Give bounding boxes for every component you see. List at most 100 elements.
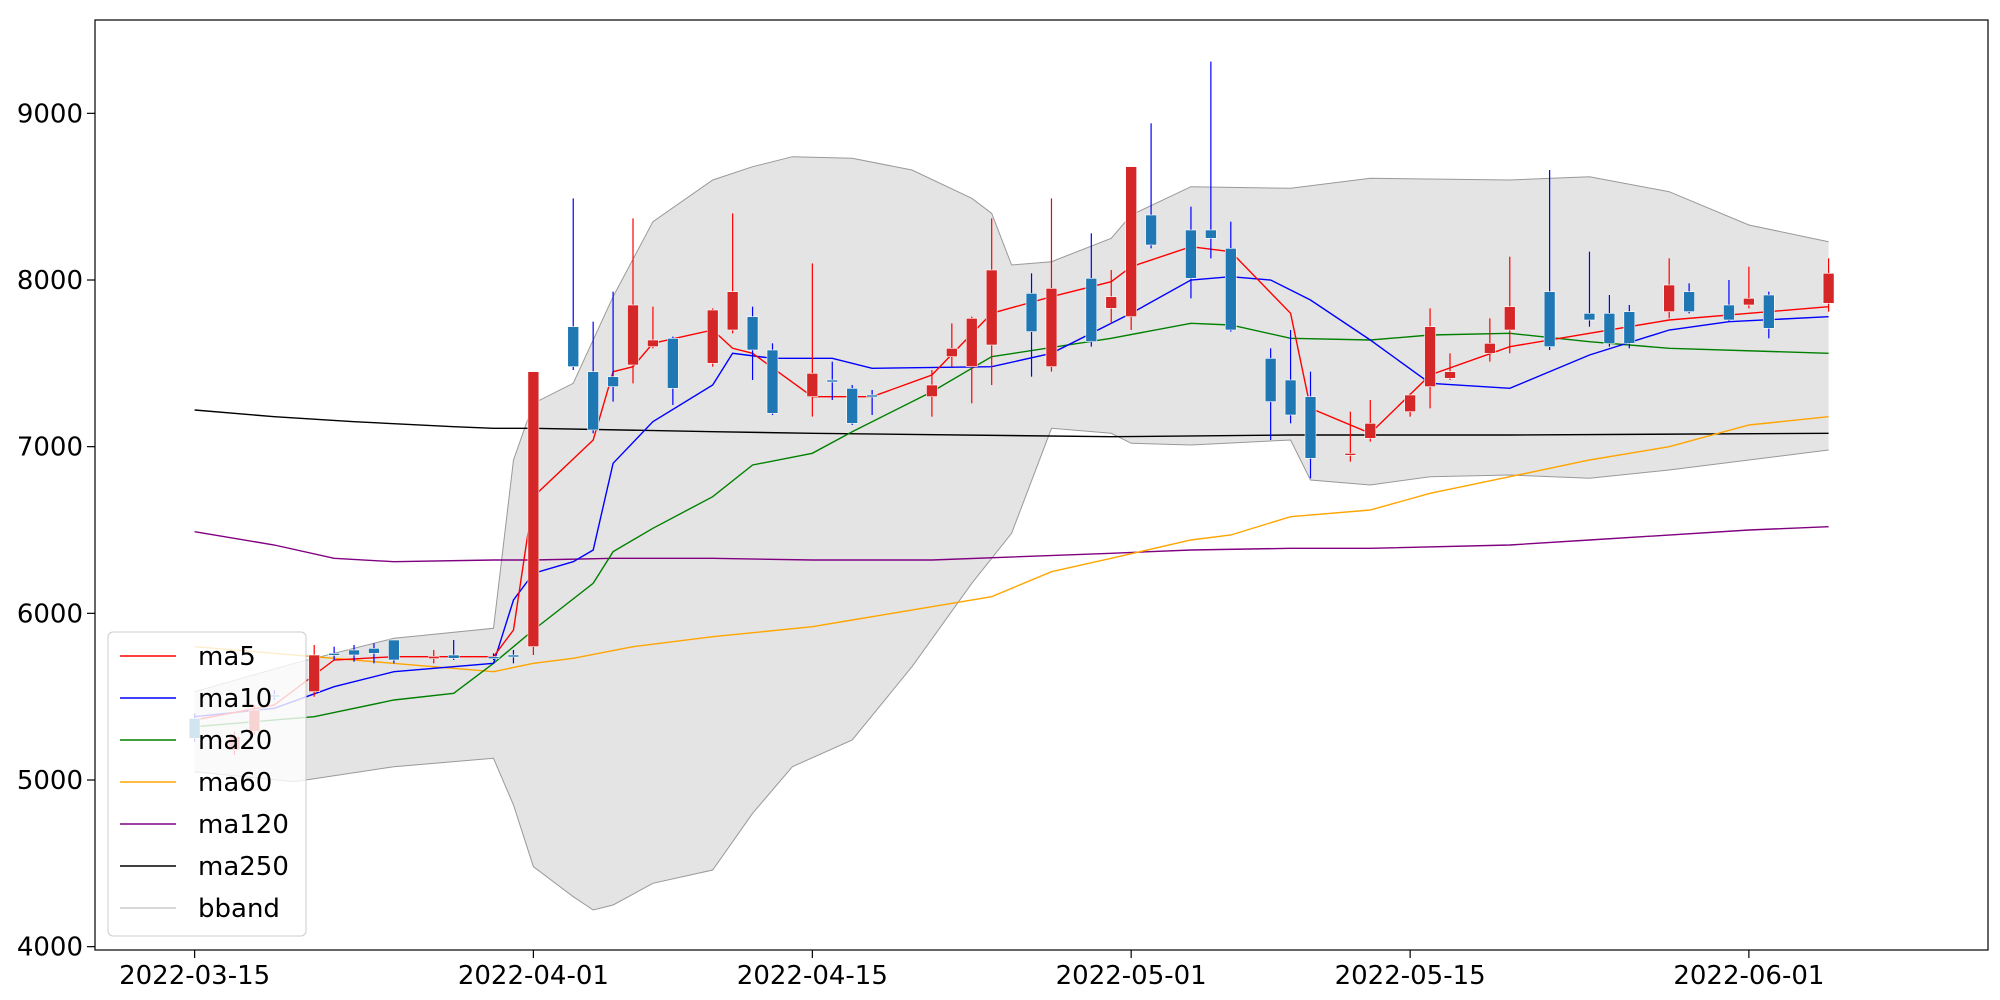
candle (1503, 256, 1516, 354)
candle-body (1603, 313, 1616, 344)
x-tick-label: 2022-03-15 (119, 961, 270, 991)
candle (965, 316, 978, 404)
candle-body (1743, 298, 1755, 306)
candle-body (1723, 304, 1735, 321)
y-tick-label: 8000 (17, 266, 83, 296)
candle-body (388, 639, 400, 661)
candle-body (447, 654, 460, 659)
candle-body (368, 648, 380, 654)
candle (308, 645, 320, 697)
candle (447, 640, 460, 660)
candle (1205, 61, 1217, 259)
ma10-line (194, 275, 1829, 718)
candle (388, 639, 400, 664)
y-tick-label: 6000 (17, 599, 83, 629)
candle-body (607, 376, 619, 387)
ma5-line (194, 245, 1829, 721)
legend-label: ma10 (198, 684, 272, 714)
candle (1264, 348, 1277, 440)
bband-lower-line (194, 427, 1829, 911)
candle-body (1264, 358, 1277, 402)
candle (706, 308, 719, 367)
legend-label: ma250 (198, 852, 289, 882)
candle (826, 361, 839, 400)
candle (926, 370, 938, 417)
candle (1424, 308, 1436, 409)
candle-body (1085, 278, 1098, 342)
candles (188, 61, 1835, 755)
candle-body (1503, 306, 1516, 331)
y-tick-label: 5000 (17, 766, 83, 796)
candle (567, 198, 580, 370)
candle (647, 306, 659, 349)
candle-body (1105, 296, 1118, 309)
candle-body (806, 373, 819, 397)
x-tick-label: 2022-04-01 (458, 961, 609, 991)
candle (726, 213, 739, 334)
candle-body (587, 371, 599, 431)
candle (1444, 353, 1456, 380)
candle-body (866, 394, 878, 398)
candle-body (985, 269, 998, 346)
candle-body (846, 388, 858, 424)
candle (1125, 166, 1137, 330)
candle-body (1444, 371, 1456, 379)
x-axis: 2022-03-15 2022-04-01 2022-04-15 2022-05-01… (119, 950, 1824, 991)
candle-body (487, 656, 500, 659)
legend: ma5 ma10 ma20 ma60 ma120 ma250 bband (107, 631, 307, 937)
candle-body (1125, 166, 1137, 317)
candle (846, 385, 858, 425)
candle (1603, 295, 1616, 347)
plot-frame (94, 19, 1989, 951)
candle-body (328, 653, 340, 656)
candle (368, 643, 380, 664)
candle (1543, 170, 1556, 350)
candle-body (826, 379, 839, 383)
candle-body (1822, 273, 1835, 304)
candle (487, 653, 500, 660)
candle-body (567, 326, 580, 367)
candle-body (1623, 311, 1636, 344)
x-tick-label: 2022-05-01 (1056, 961, 1207, 991)
legend-item-ma5: ma5 (120, 642, 256, 672)
candle (746, 306, 759, 380)
candle-body (1683, 291, 1695, 312)
y-tick-label: 4000 (17, 933, 83, 963)
ma60-line (194, 416, 1829, 673)
candle-body (1205, 229, 1217, 239)
candle-body (1404, 394, 1416, 412)
candle-body (766, 349, 779, 414)
candle (1185, 206, 1197, 299)
x-tick-label: 2022-05-15 (1335, 961, 1486, 991)
candle (1284, 330, 1297, 424)
candle (985, 218, 998, 385)
legend-item-ma250: ma250 (120, 852, 289, 882)
candle-body (926, 384, 938, 397)
candle-body (1484, 343, 1496, 354)
candle-body (627, 304, 639, 366)
y-tick-label: 7000 (17, 433, 83, 463)
candle-body (308, 654, 320, 692)
candle (1723, 280, 1735, 322)
candle (1623, 305, 1636, 349)
candle (1583, 251, 1596, 327)
bband-fill (194, 156, 1829, 910)
legend-item-ma120: ma120 (120, 810, 289, 840)
legend-item-bband: bband (120, 894, 280, 924)
ma20-line (194, 322, 1829, 728)
candle-body (348, 649, 360, 656)
y-axis: 4000 5000 6000 7000 8000 9000 (17, 99, 95, 963)
candle-body (1045, 288, 1058, 367)
candle (766, 343, 779, 415)
candle (1085, 233, 1098, 347)
candle-body (1225, 248, 1237, 331)
candle (1145, 123, 1157, 249)
legend-label: bband (198, 894, 280, 924)
candle (527, 371, 540, 655)
legend-item-ma10: ma10 (120, 684, 272, 714)
x-tick-label: 2022-06-01 (1673, 961, 1824, 991)
legend-label: ma60 (198, 768, 272, 798)
candle (328, 646, 340, 660)
candle-body (427, 656, 440, 659)
